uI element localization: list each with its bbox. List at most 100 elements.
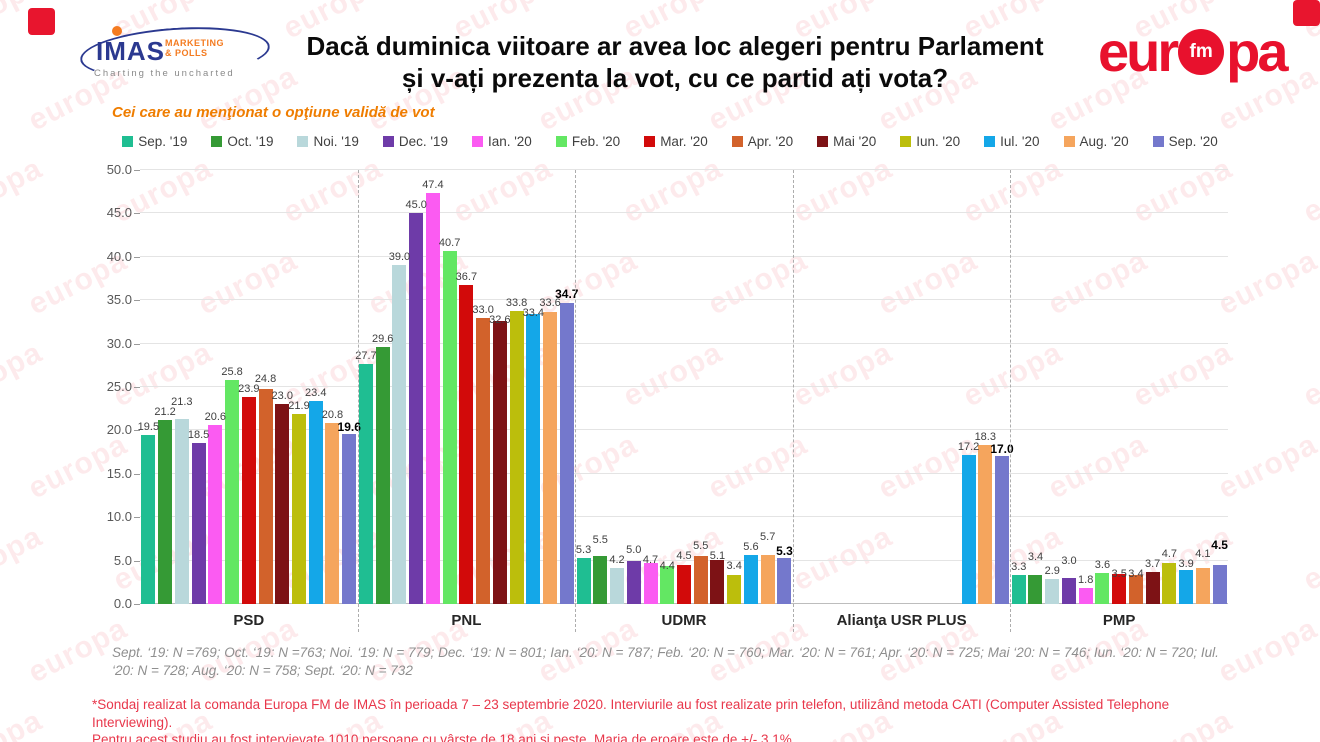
- legend-swatch: [555, 136, 567, 147]
- y-axis-tick-label: 40.0: [106, 248, 132, 264]
- bar: [1128, 574, 1143, 604]
- legend-label: Apr. '20: [747, 134, 794, 149]
- bar-value-label: 3.4: [726, 560, 742, 573]
- y-axis-tick-label: 35.0: [106, 292, 132, 308]
- bar: [643, 563, 658, 604]
- y-axis-tick-mark: [134, 343, 140, 345]
- bar: [325, 423, 340, 604]
- legend-swatch: [984, 136, 996, 147]
- legend-swatch: [211, 136, 223, 147]
- legend-item: Mar. '20: [644, 134, 708, 149]
- gridline: [140, 429, 1228, 431]
- gridline: [140, 386, 1228, 387]
- bar: [1045, 578, 1060, 604]
- y-axis-tick-label: 10.0: [106, 509, 132, 525]
- bar: [409, 213, 424, 604]
- gridline: [140, 212, 1228, 214]
- watermark-text: europa: [1298, 335, 1320, 414]
- legend-item: Aug. '20: [1063, 134, 1129, 149]
- imas-logo: IMASMARKETING & POLLS Charting the unchar…: [78, 21, 272, 85]
- bar-value-label: 36.7: [455, 271, 478, 284]
- legend-swatch: [122, 136, 134, 147]
- y-axis-tick-mark: [134, 604, 140, 605]
- watermark-text: europa: [1298, 151, 1320, 230]
- bar: [559, 302, 574, 604]
- legend-item: Iun. '20: [900, 134, 960, 149]
- bar: [693, 556, 708, 604]
- bar-value-label: 45.0: [405, 199, 427, 212]
- bar: [1179, 570, 1194, 604]
- page-title-line2: și v-ați prezenta la vot, cu ce partid a…: [401, 63, 949, 93]
- bar-value-label: 33.0: [472, 303, 494, 316]
- legend-label: Iul. '20: [1000, 134, 1040, 149]
- bar: [1078, 588, 1093, 604]
- bar: [593, 556, 608, 604]
- bar: [1061, 577, 1076, 604]
- y-axis-tick-mark: [134, 473, 140, 475]
- bar-value-label: 18.3: [974, 430, 996, 443]
- gridline: [140, 559, 1228, 561]
- bar: [275, 404, 290, 604]
- watermark-text: europa: [0, 335, 48, 414]
- bar-value-label: 40.7: [438, 236, 461, 249]
- legend-item: Dec. '19: [382, 134, 448, 149]
- bar: [476, 317, 491, 604]
- legend-label: Ian. '20: [487, 134, 532, 149]
- y-axis-tick-mark: [134, 430, 140, 432]
- bar-value-label: 4.5: [676, 549, 692, 562]
- bar: [1162, 563, 1177, 604]
- bar: [995, 456, 1010, 604]
- bar-value-label: 20.6: [204, 411, 227, 424]
- bar: [676, 564, 691, 604]
- bar-value-label: 5.3: [776, 543, 793, 558]
- legend-label: Aug. '20: [1079, 134, 1129, 149]
- bar-value-label: 4.5: [1211, 537, 1228, 552]
- bar: [1028, 574, 1043, 604]
- bar-value-label: 1.8: [1078, 574, 1094, 587]
- watermark-text: europa: [0, 151, 48, 230]
- bar: [292, 413, 306, 604]
- imas-logo-dot: [112, 26, 122, 36]
- bar: [777, 558, 792, 604]
- bar-value-label: 34.7: [555, 286, 579, 301]
- bar-value-label: 47.4: [422, 178, 444, 191]
- bar: [1145, 571, 1160, 604]
- bar: [509, 310, 524, 604]
- bar: [225, 380, 240, 604]
- legend-swatch: [817, 136, 829, 147]
- bar-value-label: 17.0: [990, 442, 1014, 457]
- legend-item: Feb. '20: [555, 134, 620, 149]
- watermark-text: europa: [1213, 243, 1320, 322]
- bar-value-label: 2.9: [1044, 564, 1060, 577]
- watermark-text: europa: [1298, 704, 1320, 742]
- gridline: [140, 299, 1228, 301]
- bar: [626, 560, 641, 604]
- legend-item: Sep. '20: [1152, 134, 1218, 149]
- bar-value-label: 23.4: [305, 386, 327, 399]
- category-label: Alianţa USR PLUS: [836, 612, 967, 629]
- bar: [158, 419, 173, 604]
- bar: [526, 314, 541, 604]
- bar-value-label: 5.5: [592, 533, 608, 546]
- bar: [459, 285, 474, 604]
- watermark-text: europa: [1213, 427, 1320, 506]
- bar-value-label: 3.4: [1128, 568, 1144, 581]
- bar: [1112, 573, 1127, 604]
- watermark-text: europa: [1298, 519, 1320, 598]
- y-axis-tick-mark: [134, 213, 140, 215]
- group-separator: [357, 170, 359, 632]
- legend-swatch: [382, 136, 394, 147]
- legend-label: Mar. '20: [660, 134, 708, 149]
- bar-value-label: 4.4: [659, 559, 675, 572]
- group-separator: [575, 170, 577, 632]
- legend-item: Mai '20: [817, 134, 876, 149]
- bar-value-label: 3.4: [1027, 551, 1044, 564]
- bar: [241, 396, 256, 604]
- legend-label: Dec. '19: [398, 134, 448, 149]
- bar: [1011, 575, 1026, 604]
- plot-area: 19.5 21.2 21.3 18.5 20.6 25.8 23.9 24.8 23.0 21.9…: [138, 169, 1228, 604]
- bar-value-label: 4.2: [609, 553, 625, 566]
- bar-value-label: 17.2: [957, 440, 980, 453]
- bar-value-label: 27.7: [355, 349, 377, 362]
- imas-logo-subtext: MARKETING & POLLS: [165, 38, 224, 58]
